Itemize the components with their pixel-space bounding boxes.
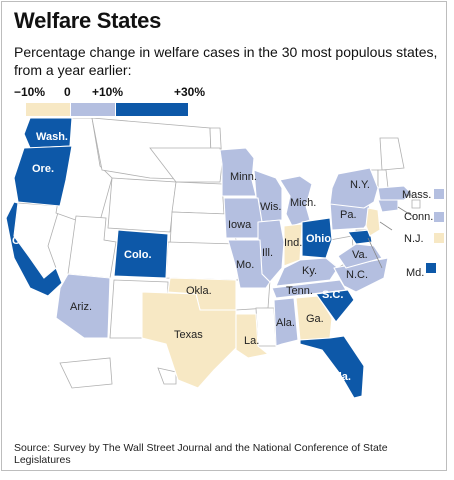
label-texas: Texas (174, 329, 203, 341)
state-conn (377, 199, 399, 213)
label-mich: Mich. (290, 197, 316, 209)
state-ga (295, 295, 333, 341)
label-ill: Ill. (262, 247, 273, 259)
legend-swatch-large-increase (116, 103, 188, 116)
legend: −10% 0 +10% +30% (14, 85, 214, 117)
state-kansas (165, 241, 239, 281)
label-calif: Calif. (12, 235, 39, 247)
label-va: Va. (352, 249, 368, 261)
state-minn (219, 147, 257, 197)
target-states (5, 118, 413, 399)
label-wis: Wis. (260, 201, 281, 213)
state-new-hampshire (377, 169, 389, 189)
label-ny: N.Y. (350, 179, 370, 191)
state-iowa (223, 197, 263, 239)
state-texas (141, 291, 237, 389)
state-mass (377, 185, 413, 201)
callout-swatch-mass (434, 189, 444, 199)
state-calif (5, 201, 63, 297)
label-okla: Okla. (186, 285, 212, 297)
callout-line-conn (397, 206, 415, 218)
legend-swatch-small-increase (71, 103, 115, 116)
state-colo (113, 229, 169, 279)
label-la: La. (244, 335, 259, 347)
legend-tick-plus10: +10% (92, 85, 124, 99)
label-conn: Conn. (404, 211, 433, 223)
callout-swatch-nj (434, 233, 444, 243)
map-title: Welfare States (14, 8, 162, 33)
label-ky: Ky. (302, 265, 317, 277)
legend-tick-minus10: −10% (14, 85, 46, 99)
state-wyoming (107, 177, 177, 233)
state-sc (315, 289, 355, 323)
legend-swatch-decline (26, 103, 70, 116)
callout-swatch-conn (434, 212, 444, 222)
label-ohio: Ohio (306, 233, 331, 245)
state-mich (279, 175, 313, 227)
state-la (235, 313, 269, 359)
state-ny (329, 167, 379, 209)
source-note: Source: Survey by The Wall Street Journa… (14, 442, 388, 466)
label-minn: Minn. (230, 171, 257, 183)
label-ind: Ind. (284, 237, 302, 249)
state-maine (379, 137, 405, 171)
state-ala (273, 297, 299, 347)
state-ohio (301, 217, 333, 259)
label-ala: Ala. (276, 317, 295, 329)
label-nc: N.C. (346, 269, 368, 281)
label-fla: Fla. (332, 371, 351, 383)
label-pa: Pa. (340, 209, 357, 221)
frame-border (1, 1, 447, 471)
us-map: Wash. Ore. Calif. Colo. Ohio S.C. Fla. M… (5, 118, 444, 399)
label-ariz: Ariz. (70, 301, 92, 313)
state-labels: Wash. Ore. Calif. Colo. Ohio S.C. Fla. M… (12, 131, 433, 383)
legend-tick-zero: 0 (64, 85, 71, 99)
label-mass: Mass. (402, 189, 431, 201)
legend-tick-plus30: +30% (174, 85, 206, 99)
state-nj (365, 207, 381, 237)
label-ga: Ga. (306, 313, 324, 325)
label-wash: Wash. (36, 131, 68, 143)
state-ore (13, 145, 73, 207)
map-base (13, 118, 421, 389)
label-mo: Mo. (236, 259, 254, 271)
label-md: Md. (406, 267, 424, 279)
callout-line-nj (379, 221, 393, 231)
state-mo (227, 239, 271, 289)
state-alaska (59, 357, 113, 389)
callout-line-md (367, 237, 383, 269)
state-hawaii (157, 367, 177, 385)
state-fla (299, 335, 365, 399)
state-md (347, 229, 373, 245)
state-north-dakota-2 (149, 147, 223, 183)
state-rhode-island (411, 199, 421, 209)
label-nj: N.J. (404, 233, 424, 245)
label-sc: S.C. (322, 289, 343, 301)
map-subtitle: Percentage change in welfare cases in th… (14, 44, 438, 78)
state-south-dakota (171, 181, 225, 215)
callouts (367, 189, 444, 273)
state-ariz (55, 273, 111, 339)
state-va (337, 243, 383, 269)
label-iowa: Iowa (228, 219, 252, 231)
state-wis (253, 169, 283, 223)
label-ore: Ore. (32, 163, 54, 175)
label-colo: Colo. (124, 249, 152, 261)
label-tenn: Tenn. (286, 285, 313, 297)
callout-swatch-md (426, 263, 436, 273)
